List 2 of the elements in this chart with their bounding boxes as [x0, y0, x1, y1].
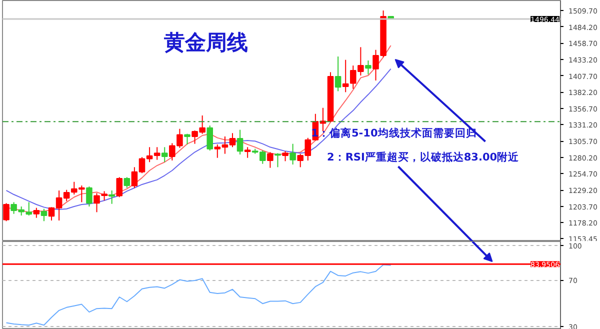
- annotation: 2：RSI严重超买，以破抵达83.00附近: [327, 150, 520, 164]
- text: 黄金周线: [162, 30, 248, 54]
